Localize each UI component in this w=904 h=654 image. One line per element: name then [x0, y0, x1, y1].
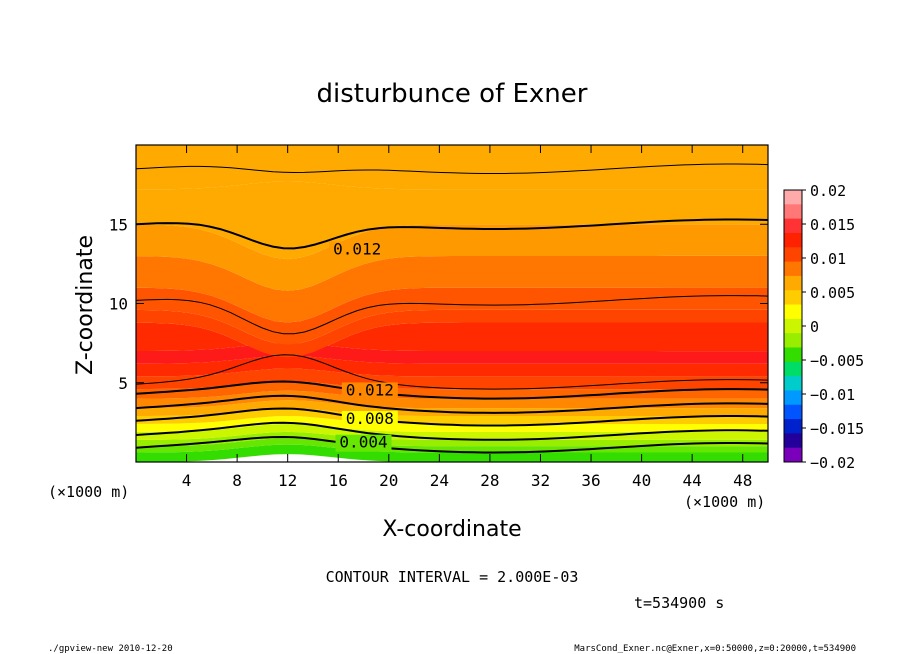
contour-line: [135, 218, 769, 250]
contour-label: 0.004: [339, 433, 387, 452]
x-axis-label: X-coordinate: [382, 517, 521, 542]
field-band: [136, 309, 768, 358]
x-tick-label: 20: [379, 471, 398, 490]
x-tick-label: 8: [232, 471, 242, 490]
contour-interval-text: CONTOUR INTERVAL = 2.000E-03: [326, 568, 579, 586]
colorbar-cell: [784, 347, 802, 363]
chart-title: disturbunce of Exner: [317, 79, 588, 109]
x-tick-label: 44: [683, 471, 702, 490]
colorbar-label: 0.005: [810, 284, 855, 302]
colorbar-label: −0.01: [810, 386, 855, 404]
x-tick-label: 32: [531, 471, 550, 490]
colorbar-cell: [784, 218, 802, 234]
contour-line: [135, 407, 769, 427]
contour-line: [135, 163, 769, 174]
field-band: [136, 390, 768, 409]
colorbar-cell: [784, 304, 802, 320]
x-tick-label: 24: [430, 471, 449, 490]
colorbar-cell: [784, 261, 802, 277]
contour-line: [135, 394, 769, 414]
colorbar-cell: [784, 419, 802, 434]
x-tick-label: 36: [581, 471, 600, 490]
colorbar-cell: [784, 376, 802, 391]
contour-lines: 0.012 0.012 0.008 0.004: [135, 163, 769, 454]
x-tick-label: 40: [632, 471, 651, 490]
colorbar-label: 0.01: [810, 250, 846, 268]
y-tick-label: 15: [109, 215, 128, 234]
x-tick-label: 48: [733, 471, 752, 490]
contour-label-bg: [341, 410, 398, 428]
field-band: [136, 224, 768, 291]
time-label: t=534900 s: [634, 594, 724, 612]
field-band: [136, 368, 768, 390]
footer-left: ./gpview-new 2010-12-20: [48, 644, 173, 654]
field-band: [136, 416, 768, 432]
field-band: [136, 181, 768, 260]
contour-label-bg: [329, 241, 386, 259]
colorbar-label: −0.02: [810, 454, 855, 472]
contour-label-bg: [335, 434, 392, 452]
contour-line: [135, 380, 769, 400]
contour-line: [135, 354, 769, 390]
colorbar-cell: [784, 247, 802, 263]
contour-label: 0.008: [346, 409, 394, 428]
contour-label-bg: [341, 382, 398, 400]
x-tick-label: 16: [329, 471, 348, 490]
colorbar-cell: [784, 275, 802, 291]
footer-right: MarsCond_Exner.nc@Exner,x=0:50000,z=0:20…: [574, 644, 856, 654]
colorbar-cell: [784, 290, 802, 306]
x-tick-label: 28: [480, 471, 499, 490]
field-band: [136, 255, 768, 323]
x-tick-label: 4: [182, 471, 192, 490]
colorbar-cell: [784, 232, 802, 248]
colorbar-label: −0.015: [810, 420, 864, 438]
colorbar-cell: [784, 404, 802, 420]
field-band: [136, 438, 768, 453]
x-unit-label: (×1000 m): [684, 493, 765, 511]
colorbar-cell: [784, 361, 802, 377]
colorbar-cell: [784, 204, 802, 220]
field-band: [136, 355, 768, 377]
x-tick-label: 12: [278, 471, 297, 490]
contour-line: [135, 435, 769, 454]
x-axis-ticks: 4 8 12 16 20 24 28 32 36 40 44 48: [182, 145, 752, 490]
contour-line: [135, 421, 769, 441]
colorbar-cell: [784, 447, 802, 463]
field-band: [136, 444, 768, 462]
colorbar-cell: [784, 333, 802, 348]
colorbar-cell: [784, 190, 802, 205]
colorbar-cell: [784, 318, 802, 334]
contour-line: [135, 295, 769, 335]
colorbar-cell: [784, 433, 802, 449]
colorbar-label: −0.005: [810, 352, 864, 370]
y-tick-label: 10: [109, 295, 128, 314]
y-axis-ticks: 5 10 15: [109, 215, 768, 393]
y-tick-label: 5: [118, 374, 128, 393]
field-band: [136, 287, 768, 345]
colorbar-label: 0: [810, 318, 819, 336]
y-unit-label: (×1000 m): [48, 483, 129, 501]
plot-area: [136, 145, 768, 462]
contour-label: 0.012: [333, 239, 381, 258]
colorbar: 0.02 0.015 0.01 0.005 0 −0.005 −0.01 −0.015 −0.0…: [783, 182, 864, 472]
colorbar-label: 0.015: [810, 216, 855, 234]
colorbar-cell: [784, 390, 802, 406]
colorbar-label: 0.02: [810, 182, 846, 200]
y-axis-label: Z-coordinate: [73, 235, 98, 375]
contour-label: 0.012: [346, 380, 394, 399]
field-band: [136, 145, 768, 190]
field-band: [136, 431, 768, 447]
